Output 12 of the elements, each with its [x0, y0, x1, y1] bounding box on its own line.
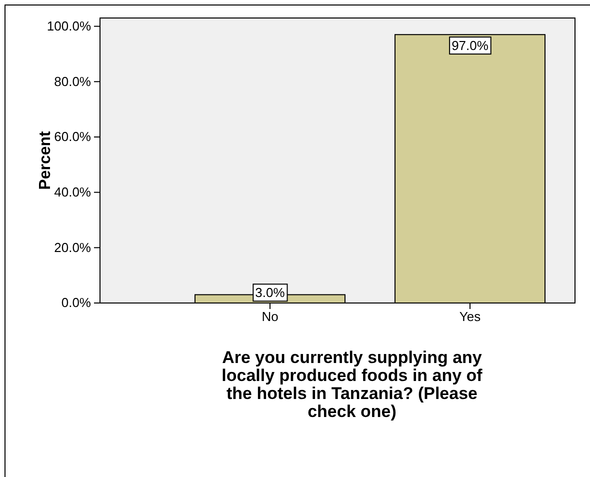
y-tick-label: 0.0%	[61, 295, 92, 310]
y-tick-label: 20.0%	[54, 240, 92, 255]
x-axis-title: Are you currently supplying any locally produced foods in any of the hotels in Tanzania? (Please check one)	[222, 348, 483, 421]
y-tick-label: 40.0%	[54, 184, 92, 200]
y-tick-label: 60.0%	[54, 129, 92, 144]
y-tick-label: 100.0%	[46, 18, 92, 34]
x-tick-label: No	[262, 309, 278, 324]
y-tick-label: 80.0%	[54, 74, 92, 89]
x-tick-label: Yes	[459, 309, 482, 324]
data-label: 97.0%	[452, 38, 489, 54]
y-axis-title: Percent	[37, 130, 54, 190]
data-label: 3.0%	[255, 285, 286, 300]
